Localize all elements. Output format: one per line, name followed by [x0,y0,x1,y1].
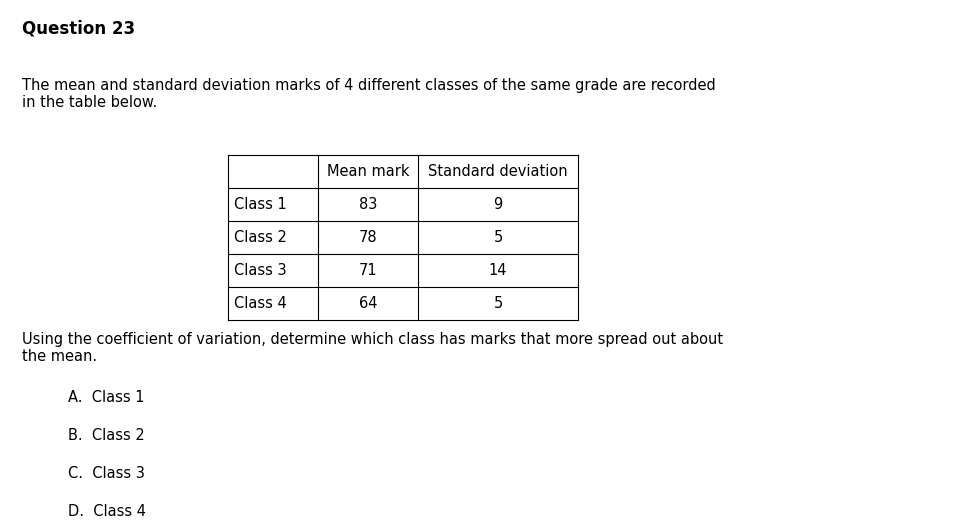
Text: Class 3: Class 3 [234,263,287,278]
Text: 5: 5 [493,296,503,311]
Text: Class 2: Class 2 [234,230,287,245]
Text: C.  Class 3: C. Class 3 [68,466,145,481]
Text: 71: 71 [359,263,378,278]
Text: Using the coefficient of variation, determine which class has marks that more sp: Using the coefficient of variation, dete… [22,332,723,364]
Text: 78: 78 [359,230,378,245]
Text: B.  Class 2: B. Class 2 [68,428,145,443]
Text: Question 23: Question 23 [22,20,135,38]
Text: 64: 64 [359,296,378,311]
Text: A.  Class 1: A. Class 1 [68,390,145,405]
Text: The mean and standard deviation marks of 4 different classes of the same grade a: The mean and standard deviation marks of… [22,78,716,110]
Text: Class 4: Class 4 [234,296,287,311]
Text: 83: 83 [359,197,378,212]
Text: Mean mark: Mean mark [327,164,410,179]
Text: Standard deviation: Standard deviation [428,164,568,179]
Text: 5: 5 [493,230,503,245]
Text: Class 1: Class 1 [234,197,287,212]
Text: D.  Class 4: D. Class 4 [68,504,146,519]
Text: 9: 9 [493,197,503,212]
Text: 14: 14 [488,263,507,278]
